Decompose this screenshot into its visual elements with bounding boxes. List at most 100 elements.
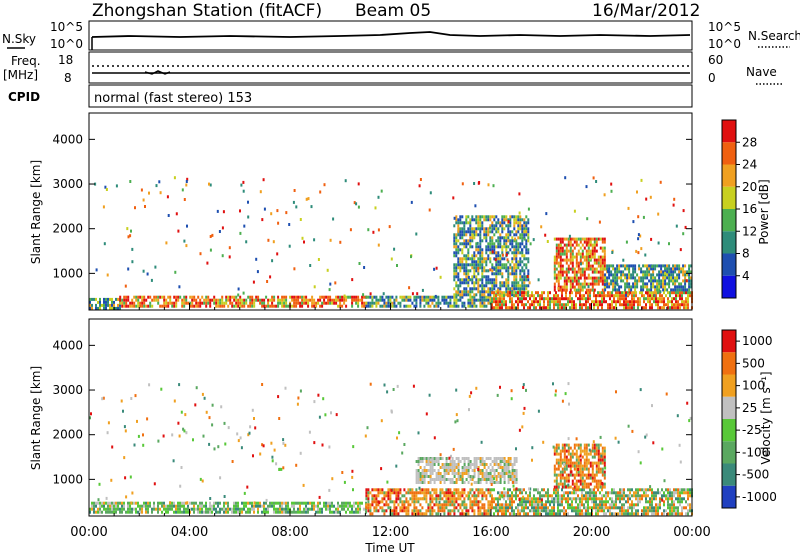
backscatter-cell: [199, 501, 201, 505]
backscatter-cell: [123, 507, 125, 511]
backscatter-cell: [185, 301, 188, 305]
backscatter-cell: [589, 252, 592, 256]
backscatter-cell: [581, 255, 584, 259]
backscatter-cell: [573, 506, 575, 510]
backscatter-cell: [403, 503, 406, 507]
backscatter-cell: [243, 507, 245, 511]
backscatter-cell: [463, 491, 466, 495]
backscatter-cell: [251, 301, 254, 305]
backscatter-cell: [113, 501, 115, 505]
backscatter-cell: [293, 504, 295, 508]
backscatter-cell: [624, 267, 627, 271]
backscatter-cell: [407, 488, 410, 492]
backscatter-cell: [169, 298, 172, 302]
backscatter-cell: [577, 291, 579, 295]
backscatter-cell: [537, 491, 539, 495]
scatter-echo: [664, 271, 667, 275]
backscatter-cell: [285, 298, 288, 302]
backscatter-cell: [463, 281, 466, 285]
backscatter-cell: [537, 291, 539, 295]
backscatter-cell: [471, 227, 474, 231]
backscatter-cell: [483, 478, 486, 481]
backscatter-cell: [606, 282, 609, 286]
backscatter-cell: [645, 306, 647, 310]
scatter-echo: [231, 460, 234, 463]
backscatter-cell: [351, 504, 353, 508]
backscatter-cell: [105, 510, 107, 514]
scatter-echo: [611, 251, 614, 254]
backscatter-cell: [565, 449, 568, 453]
backscatter-cell: [581, 500, 583, 504]
backscatter-cell: [299, 304, 302, 308]
backscatter-cell: [453, 295, 456, 299]
backscatter-cell: [684, 273, 687, 277]
backscatter-cell: [607, 494, 609, 498]
backscatter-cell: [571, 479, 574, 483]
backscatter-cell: [553, 276, 556, 280]
scatter-echo: [208, 182, 210, 186]
backscatter-cell: [303, 298, 306, 302]
backscatter-cell: [251, 501, 253, 505]
backscatter-cell: [105, 303, 107, 307]
backscatter-cell: [463, 290, 466, 294]
backscatter-cell: [497, 236, 500, 240]
backscatter-cell: [499, 497, 501, 501]
backscatter-cell: [565, 237, 568, 241]
backscatter-cell: [557, 464, 560, 468]
backscatter-cell: [381, 506, 384, 510]
backscatter-cell: [437, 469, 440, 472]
backscatter-cell: [101, 510, 103, 514]
backscatter-cell: [451, 497, 454, 501]
backscatter-cell: [455, 266, 458, 270]
backscatter-cell: [559, 267, 562, 271]
scatter-echo: [682, 209, 685, 213]
backscatter-cell: [599, 482, 602, 486]
backscatter-cell: [469, 278, 472, 282]
backscatter-cell: [471, 230, 474, 234]
backscatter-cell: [467, 257, 470, 261]
backscatter-cell: [513, 254, 516, 258]
backscatter-cell: [381, 295, 384, 299]
scatter-echo: [148, 383, 151, 387]
backscatter-cell: [479, 460, 482, 463]
backscatter-cell: [640, 279, 643, 283]
backscatter-cell: [597, 485, 600, 489]
backscatter-cell: [205, 510, 207, 514]
backscatter-cell: [279, 298, 282, 302]
backscatter-cell: [341, 298, 344, 302]
backscatter-cell: [557, 270, 560, 274]
backscatter-cell: [533, 303, 535, 307]
backscatter-cell: [345, 501, 347, 505]
backscatter-cell: [621, 503, 623, 507]
backscatter-cell: [501, 245, 504, 249]
backscatter-cell: [353, 501, 355, 505]
scatter-echo: [357, 182, 360, 186]
backscatter-cell: [479, 488, 482, 492]
backscatter-cell: [513, 263, 516, 267]
nsky-strip: N.Sky 10^5 10^0 10^5 10^0 N.Search: [2, 20, 800, 51]
backscatter-cell: [345, 298, 348, 302]
backscatter-cell: [573, 306, 575, 310]
backscatter-cell: [143, 304, 146, 308]
backscatter-cell: [589, 291, 591, 295]
backscatter-cell: [457, 263, 460, 267]
scatter-echo: [173, 176, 176, 180]
scatter-echo: [136, 419, 138, 423]
scatter-echo: [468, 394, 471, 398]
backscatter-cell: [481, 272, 484, 276]
backscatter-cell: [131, 507, 133, 511]
backscatter-cell: [679, 306, 681, 310]
backscatter-cell: [563, 282, 566, 286]
backscatter-cell: [517, 306, 519, 310]
backscatter-cell: [483, 298, 486, 302]
backscatter-cell: [603, 509, 605, 513]
backscatter-cell: [327, 507, 329, 511]
backscatter-cell: [515, 481, 518, 484]
backscatter-cell: [395, 488, 398, 492]
backscatter-cell: [465, 239, 468, 243]
backscatter-cell: [487, 275, 490, 279]
backscatter-cell: [383, 503, 386, 507]
backscatter-cell: [591, 464, 594, 468]
backscatter-cell: [555, 273, 558, 277]
backscatter-cell: [583, 258, 586, 262]
